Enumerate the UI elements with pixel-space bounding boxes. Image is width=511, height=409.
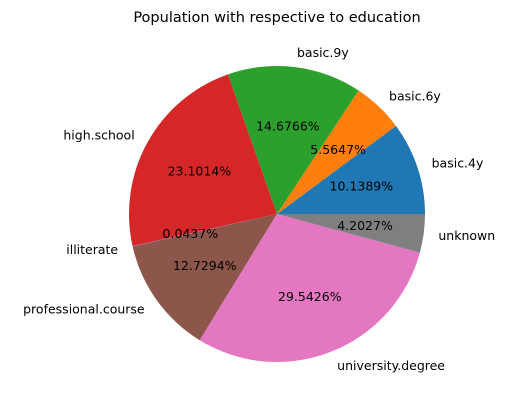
category-label-basic-9y: basic.9y bbox=[297, 45, 349, 60]
pct-label-illiterate: 0.0437% bbox=[163, 226, 219, 241]
category-label-illiterate: illiterate bbox=[66, 242, 118, 257]
pie-slice-basic-6y bbox=[277, 90, 396, 214]
pie-slices bbox=[129, 66, 425, 362]
pie-slice-illiterate bbox=[132, 214, 277, 247]
pct-label-basic-9y: 14.6766% bbox=[256, 118, 320, 133]
pct-label-high-school: 23.1014% bbox=[168, 163, 232, 178]
category-label-high-school: high.school bbox=[63, 127, 134, 142]
pct-label-basic-4y: 10.1389% bbox=[330, 179, 394, 194]
category-label-professional-course: professional.course bbox=[23, 301, 145, 316]
pct-label-unknown: 4.2027% bbox=[337, 218, 393, 233]
pie-slice-basic-9y bbox=[227, 66, 359, 214]
pie-slice-unknown bbox=[277, 214, 425, 253]
pie-slice-high-school bbox=[129, 74, 277, 247]
chart-title: Population with respective to education bbox=[133, 10, 420, 26]
category-label-basic-4y: basic.4y bbox=[432, 156, 484, 171]
category-label-basic-6y: basic.6y bbox=[389, 88, 441, 103]
pie-slice-professional-course bbox=[132, 214, 277, 341]
pct-label-professional-course: 12.7294% bbox=[173, 258, 237, 273]
pie-slice-university-degree bbox=[199, 214, 420, 362]
category-label-unknown: unknown bbox=[438, 228, 495, 243]
pie-slice-basic-4y bbox=[277, 125, 425, 214]
pct-label-basic-6y: 5.5647% bbox=[310, 142, 366, 157]
category-labels: basic.4y basic.6y basic.9y high.school illit… bbox=[23, 45, 495, 373]
category-label-university-degree: university.degree bbox=[337, 358, 445, 373]
pct-label-university-degree: 29.5426% bbox=[278, 289, 342, 304]
percent-labels: 10.1389% 5.5647% 14.6766% 23.1014% 0.0437% 12… bbox=[163, 118, 394, 304]
